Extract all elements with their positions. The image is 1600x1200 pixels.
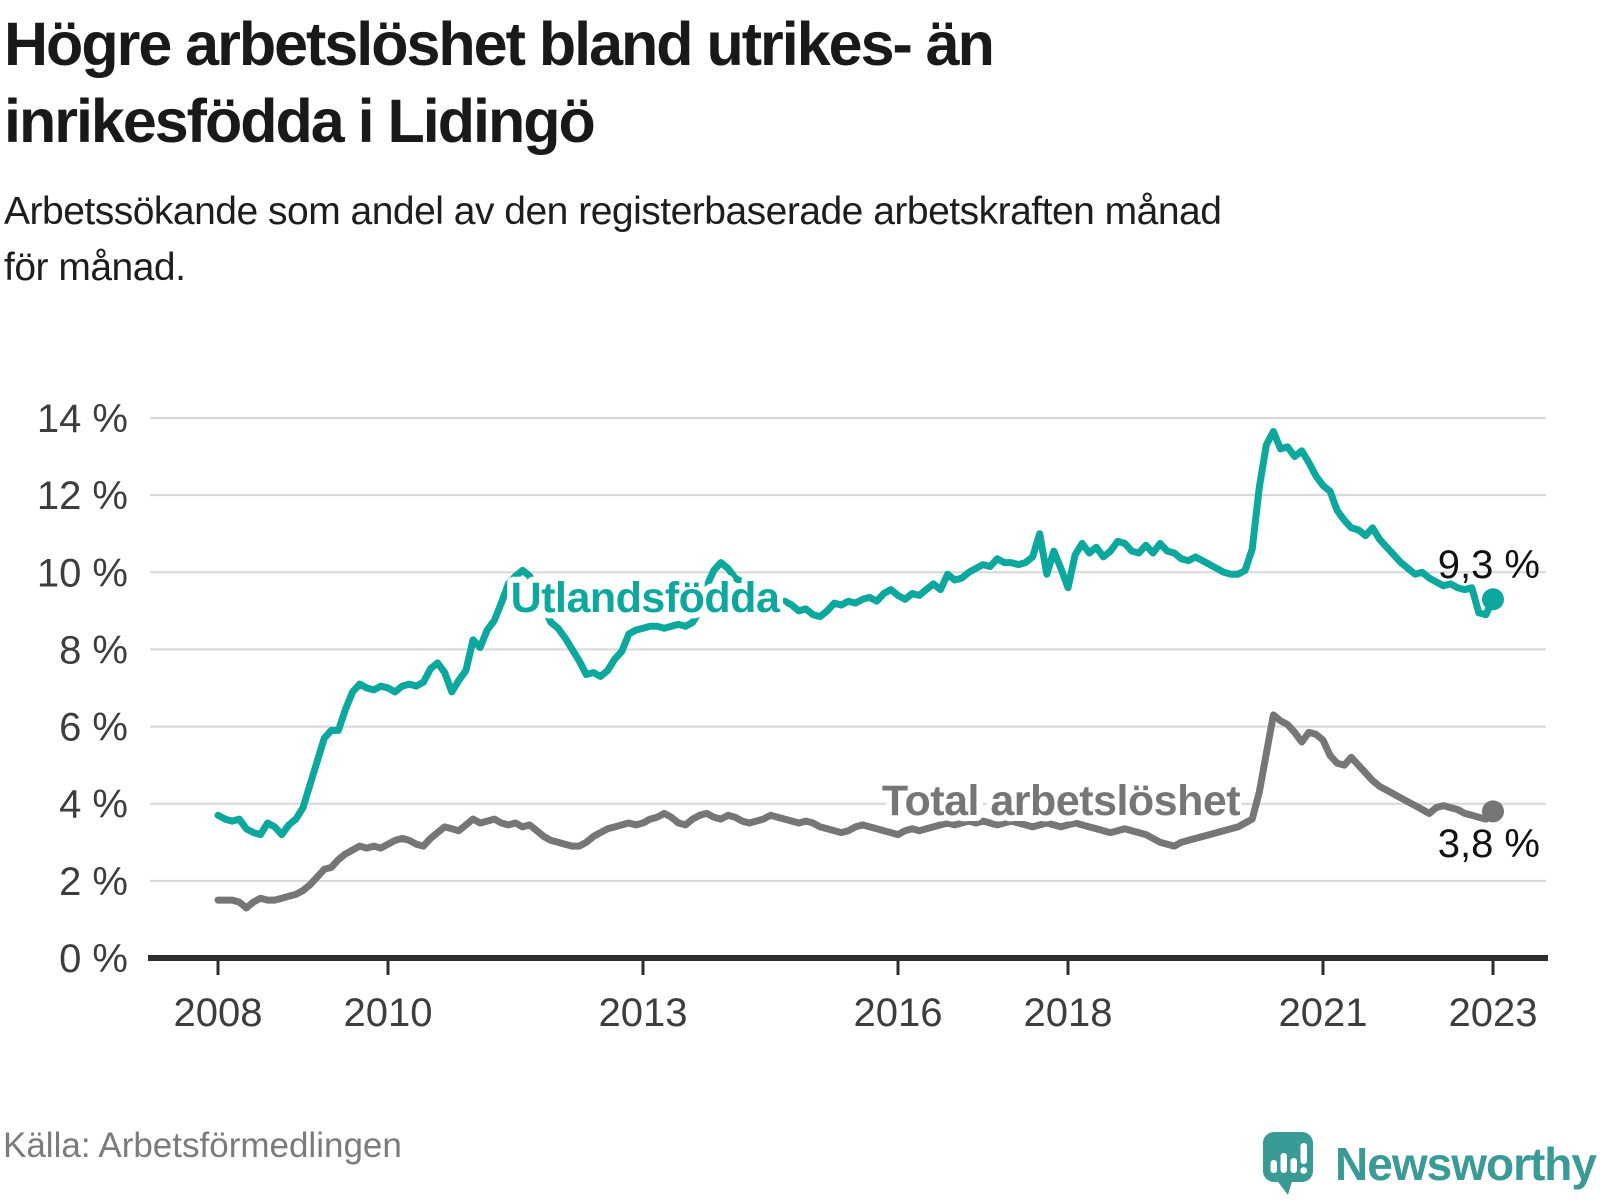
x-axis-label-2010: 2010 <box>344 991 433 1035</box>
y-axis-label-2: 2 % <box>59 860 128 904</box>
x-axis-label-2008: 2008 <box>174 991 263 1035</box>
x-axis-label-2018: 2018 <box>1024 991 1113 1035</box>
newsworthy-logo-icon <box>1263 1132 1314 1195</box>
gridlines <box>150 417 1546 882</box>
end-value-label-utlandsfodda: 9,3 % <box>1438 543 1540 587</box>
series-end-dot-1 <box>1482 800 1504 823</box>
x-axis-label-2021: 2021 <box>1279 991 1368 1035</box>
line-chart: 0 % 2 % 4 % 6 % 8 % 10 % 12 % 14 % 2008 2010 2013… <box>37 397 1548 1035</box>
newsworthy-logo-text: Newsworthy <box>1335 1138 1597 1190</box>
x-axis-label-2013: 2013 <box>599 991 688 1035</box>
x-axis-labels: 2008 2010 2013 2016 2018 2021 2023 <box>174 991 1538 1035</box>
y-axis-label-8: 8 % <box>59 628 128 672</box>
y-axis-label-0: 0 % <box>59 937 128 981</box>
end-value-label-total-arbetsloshet: 3,8 % <box>1438 822 1540 866</box>
series-line-0 <box>214 428 1497 839</box>
x-axis-label-2023: 2023 <box>1449 991 1538 1035</box>
y-axis-labels: 0 % 2 % 4 % 6 % 8 % 10 % 12 % 14 % <box>37 397 128 981</box>
y-axis-label-14: 14 % <box>37 397 128 441</box>
newsworthy-logo: Newsworthy <box>1263 1132 1597 1196</box>
series-lines <box>214 428 1497 912</box>
series-line-1 <box>214 711 1497 912</box>
y-axis-label-4: 4 % <box>59 783 128 827</box>
source-note: Källa: Arbetsförmedlingen <box>3 1126 402 1165</box>
page-title: Högre arbetslöshet bland utrikes- än inr… <box>4 10 995 156</box>
series-end-dot-0 <box>1482 588 1504 611</box>
y-axis-label-10: 10 % <box>37 551 128 595</box>
x-axis-label-2016: 2016 <box>854 991 943 1035</box>
series-label-total-arbetsloshet: Total arbetslöshet <box>882 777 1240 825</box>
series-label-utlandsfodda: Utlandsfödda <box>511 574 781 622</box>
x-axis-ticks <box>216 959 1495 975</box>
y-axis-label-6: 6 % <box>59 706 128 750</box>
series-end-dots <box>1482 588 1504 823</box>
chart-subtitle: Arbetssökande som andel av den registerb… <box>4 190 1222 290</box>
y-axis-label-12: 12 % <box>37 474 128 518</box>
